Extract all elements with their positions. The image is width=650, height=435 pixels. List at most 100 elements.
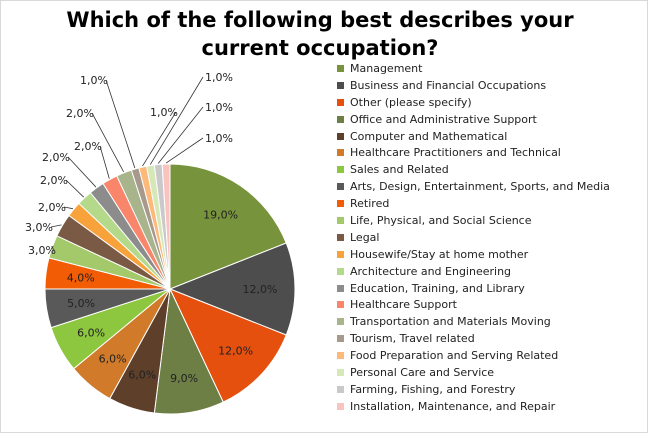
leader-line-17 [105, 79, 136, 169]
legend-swatch [337, 132, 344, 140]
legend-swatch [337, 98, 344, 106]
legend-item: Retired [337, 195, 647, 212]
legend-item: Other (please specify) [337, 94, 647, 111]
legend-swatch [337, 250, 344, 258]
slice-label-17: 1,0% [80, 74, 108, 87]
legend-label: Business and Financial Occupations [350, 78, 547, 92]
legend-swatch [337, 402, 344, 410]
slice-label-10: 3,0% [28, 244, 56, 257]
legend-swatch [337, 183, 344, 191]
legend-swatch [337, 115, 344, 123]
pie-slice-1 [169, 163, 287, 290]
pie-slice-21 [161, 163, 171, 290]
legend-item: Life, Physical, and Social Science [337, 212, 647, 229]
legend-label: Farming, Fishing, and Forestry [350, 382, 516, 396]
legend-swatch [337, 352, 344, 360]
slice-label-8: 5,0% [67, 297, 95, 310]
leader-line-12 [63, 206, 73, 210]
legend-label: Food Preparation and Serving Related [350, 349, 559, 363]
slice-label-11: 3,0% [25, 221, 53, 234]
legend-item: Tourism, Travel related [337, 330, 647, 347]
legend-label: Sales and Related [350, 163, 449, 177]
legend-label: Healthcare Support [350, 298, 457, 312]
chart-title: Which of the following best describes yo… [66, 8, 574, 60]
legend-swatch [337, 368, 344, 376]
legend-label: Tourism, Travel related [350, 332, 475, 346]
legend-swatch [337, 267, 344, 275]
legend-label: Personal Care and Service [350, 365, 495, 379]
leader-line-14 [67, 156, 97, 188]
legend-item: Architecture and Engineering [337, 263, 647, 280]
legend-swatch [337, 149, 344, 157]
legend-label: Computer and Mathematical [350, 129, 508, 143]
slice-label-18: 1,0% [150, 106, 178, 119]
slice-label-6: 6,0% [99, 352, 127, 365]
legend-swatch [337, 166, 344, 174]
legend-item: Farming, Fishing, and Forestry [337, 381, 647, 398]
legend-swatch [337, 318, 344, 326]
legend-label: Healthcare Practitioners and Technical [350, 146, 561, 160]
legend-label: Installation, Maintenance, and Repair [350, 399, 556, 413]
leader-line-16 [91, 112, 124, 173]
leader-line-20 [157, 106, 204, 164]
slice-label-21: 1,0% [205, 132, 233, 145]
legend-label: Transportation and Materials Moving [350, 315, 551, 329]
slice-label-2: 12,0% [243, 283, 278, 296]
leader-line-21 [165, 137, 204, 164]
slice-label-19: 1,0% [205, 71, 233, 84]
legend-item: Healthcare Support [337, 296, 647, 313]
legend-item: Management [337, 60, 647, 77]
legend-label: Education, Training, and Library [350, 281, 525, 295]
legend-item: Healthcare Practitioners and Technical [337, 144, 647, 161]
legend-label: Office and Administrative Support [350, 112, 537, 126]
legend-item: Food Preparation and Serving Related [337, 347, 647, 364]
legend-item: Office and Administrative Support [337, 111, 647, 128]
leader-line-19 [149, 76, 204, 165]
legend-swatch [337, 301, 344, 309]
slice-label-7: 6,0% [77, 326, 105, 339]
slice-label-20: 1,0% [205, 101, 233, 114]
slice-label-16: 2,0% [66, 107, 94, 120]
legend-label: Management [350, 61, 423, 75]
legend-item: Personal Care and Service [337, 364, 647, 381]
legend-swatch [337, 233, 344, 241]
legend-label: Life, Physical, and Social Science [350, 213, 532, 227]
slice-label-9: 4,0% [67, 272, 95, 285]
legend-label: Other (please specify) [350, 95, 472, 109]
pie-slice-3 [169, 288, 287, 403]
slice-label-13: 2,0% [40, 174, 68, 187]
slice-label-12: 2,0% [38, 201, 66, 214]
legend-swatch [337, 335, 344, 343]
legend-item: Business and Financial Occupations [337, 77, 647, 94]
legend-swatch [337, 200, 344, 208]
pie-slice-2 [168, 242, 296, 336]
slice-label-4: 9,0% [170, 372, 198, 385]
slice-label-5: 6,0% [128, 369, 156, 382]
leader-line-10 [51, 246, 55, 251]
leader-line-15 [99, 145, 110, 179]
legend-swatch [337, 284, 344, 292]
legend-swatch [337, 81, 344, 89]
slice-label-3: 12,0% [218, 345, 253, 358]
legend-swatch [337, 64, 344, 72]
leader-line-11 [50, 224, 62, 228]
legend-item: Sales and Related [337, 161, 647, 178]
chart-legend: Management Business and Financial Occupat… [337, 60, 647, 415]
legend-item: Legal [337, 229, 647, 246]
slice-label-15: 2,0% [74, 140, 102, 153]
legend-item: Computer and Mathematical [337, 128, 647, 145]
legend-label: Legal [350, 230, 380, 244]
slice-label-1: 19,0% [203, 209, 238, 222]
legend-item: Installation, Maintenance, and Repair [337, 398, 647, 415]
leader-line-18 [142, 111, 177, 167]
leader-line-13 [65, 179, 85, 198]
legend-label: Architecture and Engineering [350, 264, 512, 278]
legend-item: Arts, Design, Entertainment, Sports, and… [337, 178, 647, 195]
legend-swatch [337, 216, 344, 224]
legend-swatch [337, 385, 344, 393]
legend-item: Education, Training, and Library [337, 280, 647, 297]
slice-label-14: 2,0% [42, 151, 70, 164]
legend-item: Housewife/Stay at home mother [337, 246, 647, 263]
legend-item: Transportation and Materials Moving [337, 313, 647, 330]
